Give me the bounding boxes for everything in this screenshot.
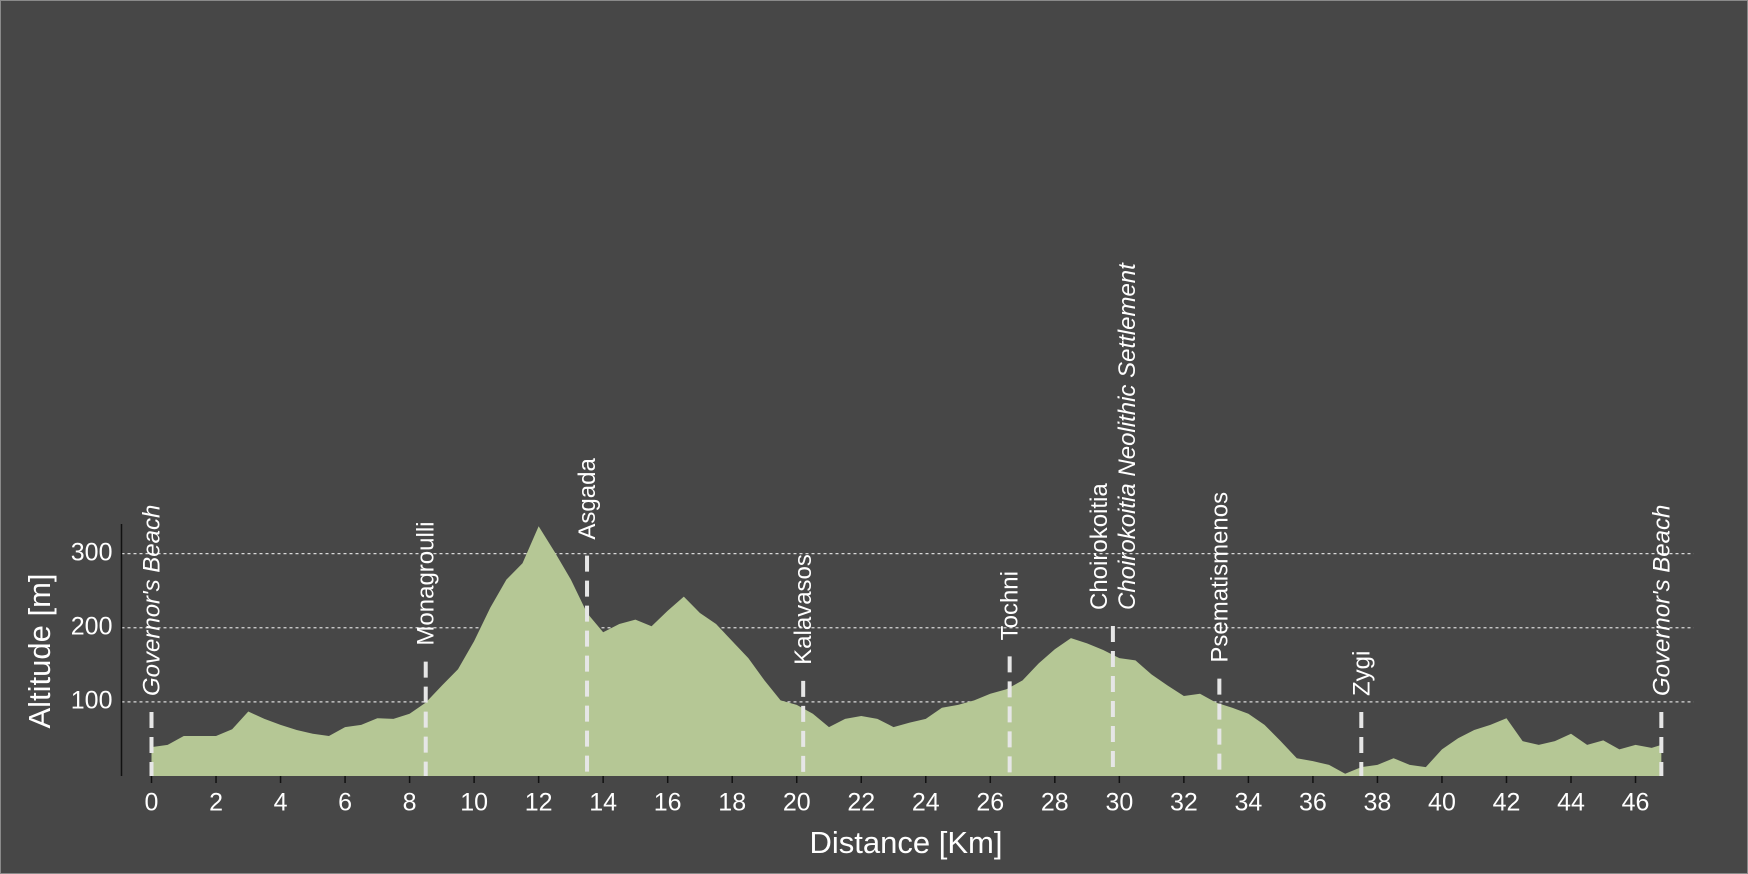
waypoint-label: Governor's Beach xyxy=(139,505,166,696)
x-tick-label: 8 xyxy=(403,789,417,817)
waypoint-label: Choirokoitia xyxy=(1086,483,1113,610)
y-axis-title: Altitude [m] xyxy=(22,573,57,728)
x-tick-label: 38 xyxy=(1364,789,1392,817)
x-tick-label: 18 xyxy=(718,789,746,817)
waypoint-sublabel: Choirokoitia Neolithic Settlement xyxy=(1114,262,1141,610)
y-tick-label: 300 xyxy=(71,538,113,566)
x-tick-label: 32 xyxy=(1170,789,1198,817)
x-tick-label: 4 xyxy=(274,789,288,817)
x-tick-label: 34 xyxy=(1234,789,1262,817)
x-tick-label: 14 xyxy=(589,789,617,817)
waypoint-label: Tochni xyxy=(997,571,1024,640)
x-tick-label: 2 xyxy=(209,789,223,817)
x-tick-label: 40 xyxy=(1428,789,1456,817)
y-tick-label: 200 xyxy=(71,612,113,640)
x-tick-label: 6 xyxy=(338,789,352,817)
waypoint-label: Monagroulli xyxy=(413,521,440,645)
x-tick-label: 30 xyxy=(1105,789,1133,817)
waypoint-label: Zygi xyxy=(1348,651,1375,696)
x-tick-label: 28 xyxy=(1041,789,1069,817)
x-tick-label: 46 xyxy=(1622,789,1650,817)
x-tick-label: 12 xyxy=(525,789,553,817)
x-tick-label: 26 xyxy=(976,789,1004,817)
x-tick-label: 24 xyxy=(912,789,940,817)
x-tick-label: 10 xyxy=(460,789,488,817)
waypoint-label: Kalavasos xyxy=(790,554,817,665)
x-tick-label: 20 xyxy=(783,789,811,817)
y-tick-label: 100 xyxy=(71,686,113,714)
x-tick-label: 44 xyxy=(1557,789,1585,817)
waypoint-label: Governor's Beach xyxy=(1648,505,1675,696)
x-tick-label: 0 xyxy=(145,789,159,817)
x-tick-label: 36 xyxy=(1299,789,1327,817)
x-tick-label: 22 xyxy=(847,789,875,817)
elevation-area xyxy=(151,526,1662,776)
waypoint-label: Asgada xyxy=(574,458,601,540)
waypoint-label: Psematismenos xyxy=(1206,492,1233,663)
x-axis-title: Distance [Km] xyxy=(810,825,1003,860)
x-tick-label: 16 xyxy=(654,789,682,817)
x-tick-label: 42 xyxy=(1493,789,1521,817)
